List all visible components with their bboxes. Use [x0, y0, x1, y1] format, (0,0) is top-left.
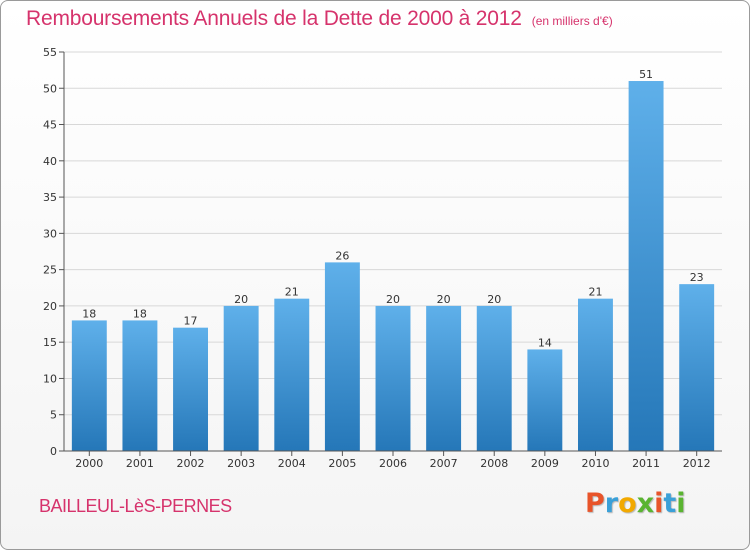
- x-tick-label: 2007: [430, 457, 458, 470]
- x-tick-label: 2001: [126, 457, 154, 470]
- logo-letter: i: [654, 488, 664, 519]
- data-label: 20: [234, 293, 248, 306]
- bar-chart: 18 18 17 20 21 26 20 20 20 14 21 51 23 0 5 10 15 20 25 30 3…: [43, 46, 722, 470]
- x-tick-label: 2005: [328, 457, 356, 470]
- bar-2000: [71, 320, 107, 451]
- bar-2010: [577, 298, 613, 451]
- y-tick-label: 30: [43, 227, 57, 240]
- bar-2009: [527, 349, 563, 451]
- data-label: 14: [538, 336, 552, 349]
- data-label: 17: [184, 315, 198, 328]
- x-tick-label: 2011: [632, 457, 660, 470]
- y-tick-label: 10: [43, 372, 57, 385]
- data-label: 51: [639, 68, 653, 81]
- logo-letter: i: [676, 488, 686, 519]
- y-tick-label: 55: [43, 46, 57, 59]
- logo-letter: P: [585, 488, 605, 519]
- bar-2003: [223, 305, 259, 451]
- axes: 0 5 10 15 20 25 30 35 40 45 50 55 2000 2001 2002 2003 20…: [43, 46, 722, 470]
- bar-2011: [628, 81, 664, 451]
- commune-name: BAILLEUL-LèS-PERNES: [39, 496, 232, 516]
- x-tick-label: 2009: [531, 457, 559, 470]
- proxiti-logo: Proxiti: [585, 488, 686, 519]
- bar-2006: [375, 305, 411, 451]
- data-label: 20: [487, 293, 501, 306]
- logo-letter: x: [636, 488, 655, 519]
- x-tick-label: 2000: [75, 457, 103, 470]
- x-tick-label: 2012: [683, 457, 711, 470]
- logo-letter: r: [604, 488, 619, 519]
- y-tick-label: 15: [43, 336, 57, 349]
- chart-title: Remboursements Annuels de la Dette de 20…: [26, 7, 613, 31]
- x-tick-label: 2003: [227, 457, 255, 470]
- x-tick-label: 2008: [480, 457, 508, 470]
- bar-2005: [324, 262, 360, 451]
- x-tick-label: 2002: [177, 457, 205, 470]
- data-label: 18: [133, 307, 147, 320]
- y-tick-label: 50: [43, 82, 57, 95]
- unit-label: (en milliers d'€): [531, 14, 613, 28]
- data-label: 18: [82, 307, 96, 320]
- data-label: 21: [285, 286, 299, 299]
- bars: 18 18 17 20 21 26 20 20 20 14 21 51 23: [71, 68, 715, 451]
- data-label: 23: [690, 271, 704, 284]
- logo-letter: o: [618, 488, 637, 519]
- bar-2004: [274, 298, 310, 451]
- y-tick-label: 35: [43, 191, 57, 204]
- bar-2001: [122, 320, 158, 451]
- x-tick-label: 2004: [278, 457, 306, 470]
- data-label: 21: [588, 286, 602, 299]
- y-tick-label: 20: [43, 300, 57, 313]
- logo-letter: t: [663, 488, 677, 519]
- title-text: Remboursements Annuels de la Dette de 20…: [26, 7, 522, 30]
- y-tick-label: 0: [50, 445, 57, 458]
- data-label: 26: [335, 249, 349, 262]
- bar-2007: [426, 305, 462, 451]
- y-tick-label: 40: [43, 155, 57, 168]
- x-tick-label: 2006: [379, 457, 407, 470]
- y-tick-label: 45: [43, 119, 57, 132]
- y-tick-label: 25: [43, 264, 57, 277]
- y-tick-label: 5: [50, 409, 57, 422]
- bar-2012: [679, 284, 715, 451]
- bar-2008: [476, 305, 512, 451]
- x-tick-label: 2010: [581, 457, 609, 470]
- bar-2002: [173, 327, 209, 451]
- data-label: 20: [386, 293, 400, 306]
- data-label: 20: [437, 293, 451, 306]
